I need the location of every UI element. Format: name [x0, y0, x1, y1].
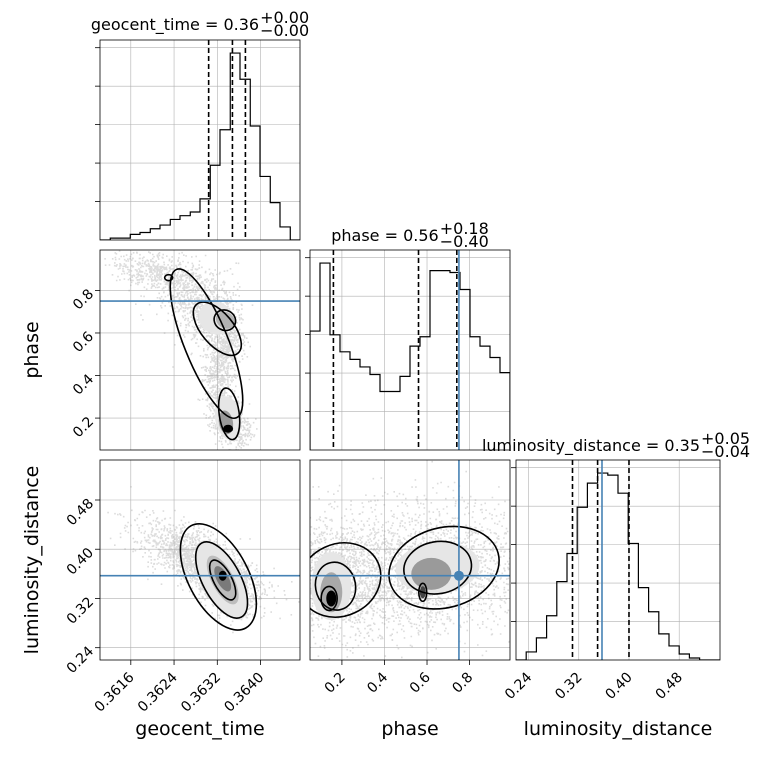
title-upper-error: +0.00	[260, 8, 309, 27]
x-axis-label-geocent-time: geocent_time	[135, 718, 264, 740]
x-tick-label-phase: 0.2	[322, 670, 349, 697]
p01-frame	[99, 249, 301, 451]
x-tick-label-geocent_time: 0.3640	[221, 670, 267, 716]
title-main: geocent_time = 0.36	[91, 15, 259, 35]
y-tick-label-luminosity_distance: 0.40	[64, 545, 97, 578]
title-phase: phase = 0.56 +0.18−0.40	[331, 219, 489, 251]
contours	[163, 268, 244, 441]
contour-line	[320, 585, 338, 612]
x-tick-label-geocent_time: 0.3624	[135, 669, 181, 715]
title-luminosity_distance: luminosity_distance = 0.35 +0.05−0.04	[482, 429, 750, 461]
contour-line	[314, 561, 357, 611]
contour-line	[169, 268, 244, 420]
y-axis-label-luminosity-distance: luminosity_distance	[21, 466, 43, 655]
x-tick-label-phase: 0.6	[407, 669, 434, 696]
contour-line	[417, 582, 428, 603]
density-shading	[198, 301, 242, 440]
y-tick-label-luminosity_distance: 0.32	[64, 594, 97, 627]
injection-point	[453, 570, 464, 581]
contour-line	[194, 541, 249, 619]
density-shading	[195, 540, 248, 620]
contour-line	[388, 525, 500, 610]
contour-line	[213, 309, 237, 332]
contour-line	[217, 387, 241, 441]
density-layer	[100, 40, 720, 660]
contour-line	[310, 542, 382, 618]
y-tick-label-luminosity_distance: 0.24	[64, 643, 97, 676]
injection-markers	[310, 460, 510, 660]
y-tick-label-phase: 0.8	[70, 286, 97, 313]
y-axis-label-phase: phase	[21, 321, 43, 378]
contours	[310, 525, 500, 618]
hist-luminosity_distance-frame	[515, 459, 721, 661]
histogram-geocent_time	[100, 52, 300, 240]
histogram-phase	[310, 262, 510, 450]
title-lower-error: −0.04	[701, 442, 750, 461]
lines-layer	[95, 39, 721, 665]
scatter-points	[107, 486, 300, 634]
histogram-luminosity_distance	[516, 472, 720, 660]
title-lower-error: −0.00	[260, 21, 309, 40]
x-axis-label-phase: phase	[381, 718, 438, 740]
y-tick-label-phase: 0.2	[70, 414, 97, 441]
x-tick-label-phase: 0.4	[364, 669, 391, 696]
contour-line	[163, 273, 174, 282]
y-tick-label-phase: 0.6	[70, 329, 97, 356]
hist-geocent_time-frame	[99, 39, 301, 241]
density-level	[223, 424, 234, 433]
contour-line	[192, 301, 243, 357]
contour-line	[179, 523, 258, 631]
y-tick-label-phase: 0.4	[70, 371, 97, 398]
scatter-geocent_time-luminosity_distance	[107, 486, 300, 634]
x-tick-label-phase: 0.8	[449, 670, 476, 697]
x-tick-label-geocent_time: 0.3616	[92, 669, 138, 715]
title-upper-error: +0.18	[440, 219, 489, 238]
title-geocent_time: geocent_time = 0.36 +0.00−0.00	[91, 8, 309, 40]
x-axis-label-luminosity-distance: luminosity_distance	[524, 718, 713, 740]
title-main: luminosity_distance = 0.35	[482, 436, 700, 456]
contour-line	[403, 540, 473, 595]
x-tick-label-luminosity_distance: 0.32	[552, 670, 585, 703]
x-tick-label-luminosity_distance: 0.48	[653, 670, 686, 703]
y-tick-label-luminosity_distance: 0.48	[64, 496, 97, 529]
title-lower-error: −0.40	[440, 232, 489, 251]
x-tick-label-geocent_time: 0.3632	[178, 670, 224, 716]
density-level	[411, 557, 452, 590]
p12-frame	[309, 459, 511, 661]
x-tick-label-luminosity_distance: 0.24	[502, 669, 535, 702]
density-level	[326, 590, 337, 607]
title-main: phase = 0.56	[331, 226, 438, 245]
hist-phase-frame	[309, 249, 511, 451]
density-level	[215, 311, 235, 329]
p02-frame	[99, 459, 301, 661]
title-upper-error: +0.05	[701, 429, 750, 448]
x-tick-label-luminosity_distance: 0.40	[602, 670, 635, 703]
